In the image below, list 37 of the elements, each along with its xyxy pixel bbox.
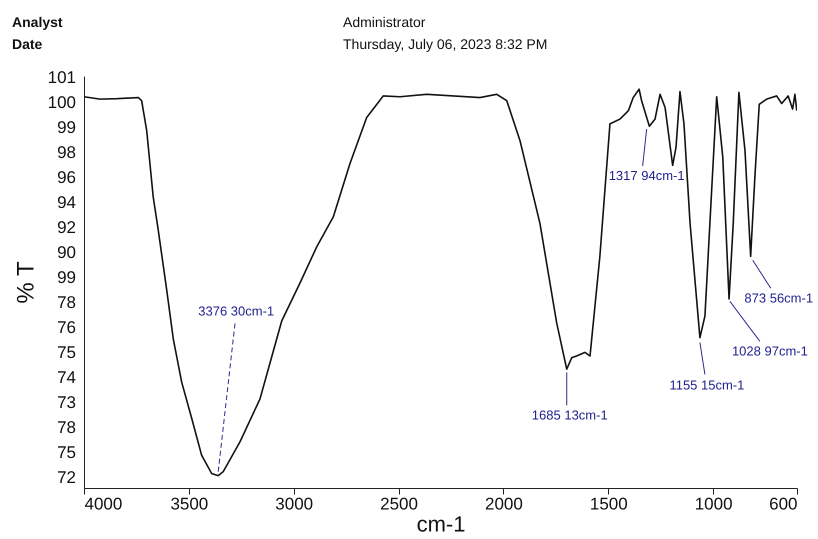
- text: 72: [56, 468, 76, 488]
- text: 98: [56, 143, 76, 163]
- x-tick-label: 4000: [84, 494, 122, 514]
- x-tick-label: 1500: [590, 494, 628, 514]
- text: 101: [46, 68, 76, 88]
- x-tick-label: 2500: [380, 494, 418, 514]
- text: Thursday, July 06, 2023 8:32 PM: [343, 36, 548, 52]
- annotation: 1685 13cm-1: [532, 407, 608, 422]
- text: 75: [56, 443, 76, 463]
- x-tick-label: 600: [769, 494, 798, 514]
- text: Date: [12, 36, 42, 52]
- annotation: 873 56cm-1: [744, 290, 814, 306]
- text: 99: [57, 268, 76, 287]
- x-axis-title: cm-1: [416, 512, 466, 536]
- x-tick-label: 3500: [170, 494, 208, 514]
- text: 100: [46, 93, 76, 113]
- text: Administrator: [343, 14, 426, 30]
- text: 96: [56, 168, 76, 188]
- y-axis-title: % T: [12, 261, 40, 304]
- text: 90: [56, 243, 76, 263]
- x-tick-label: 1000: [694, 494, 733, 514]
- text: 78: [57, 293, 76, 312]
- annotation: 1028 97cm-1: [732, 343, 808, 358]
- text: 94: [56, 193, 76, 213]
- text: 78: [56, 418, 76, 438]
- text: 73: [56, 393, 76, 413]
- text: 74: [56, 368, 76, 388]
- text: 75: [56, 343, 76, 363]
- annotation: 1317 94cm-1: [608, 168, 685, 184]
- text: 92: [56, 218, 76, 238]
- annotation: 1155 15cm-1: [669, 377, 744, 392]
- annotation: 3376 30cm-1: [198, 304, 274, 319]
- x-tick-label: 3000: [275, 494, 314, 514]
- text: 99: [56, 118, 76, 138]
- x-tick-label: 2000: [485, 494, 523, 514]
- text: 76: [56, 318, 76, 338]
- text: Analyst: [12, 14, 63, 30]
